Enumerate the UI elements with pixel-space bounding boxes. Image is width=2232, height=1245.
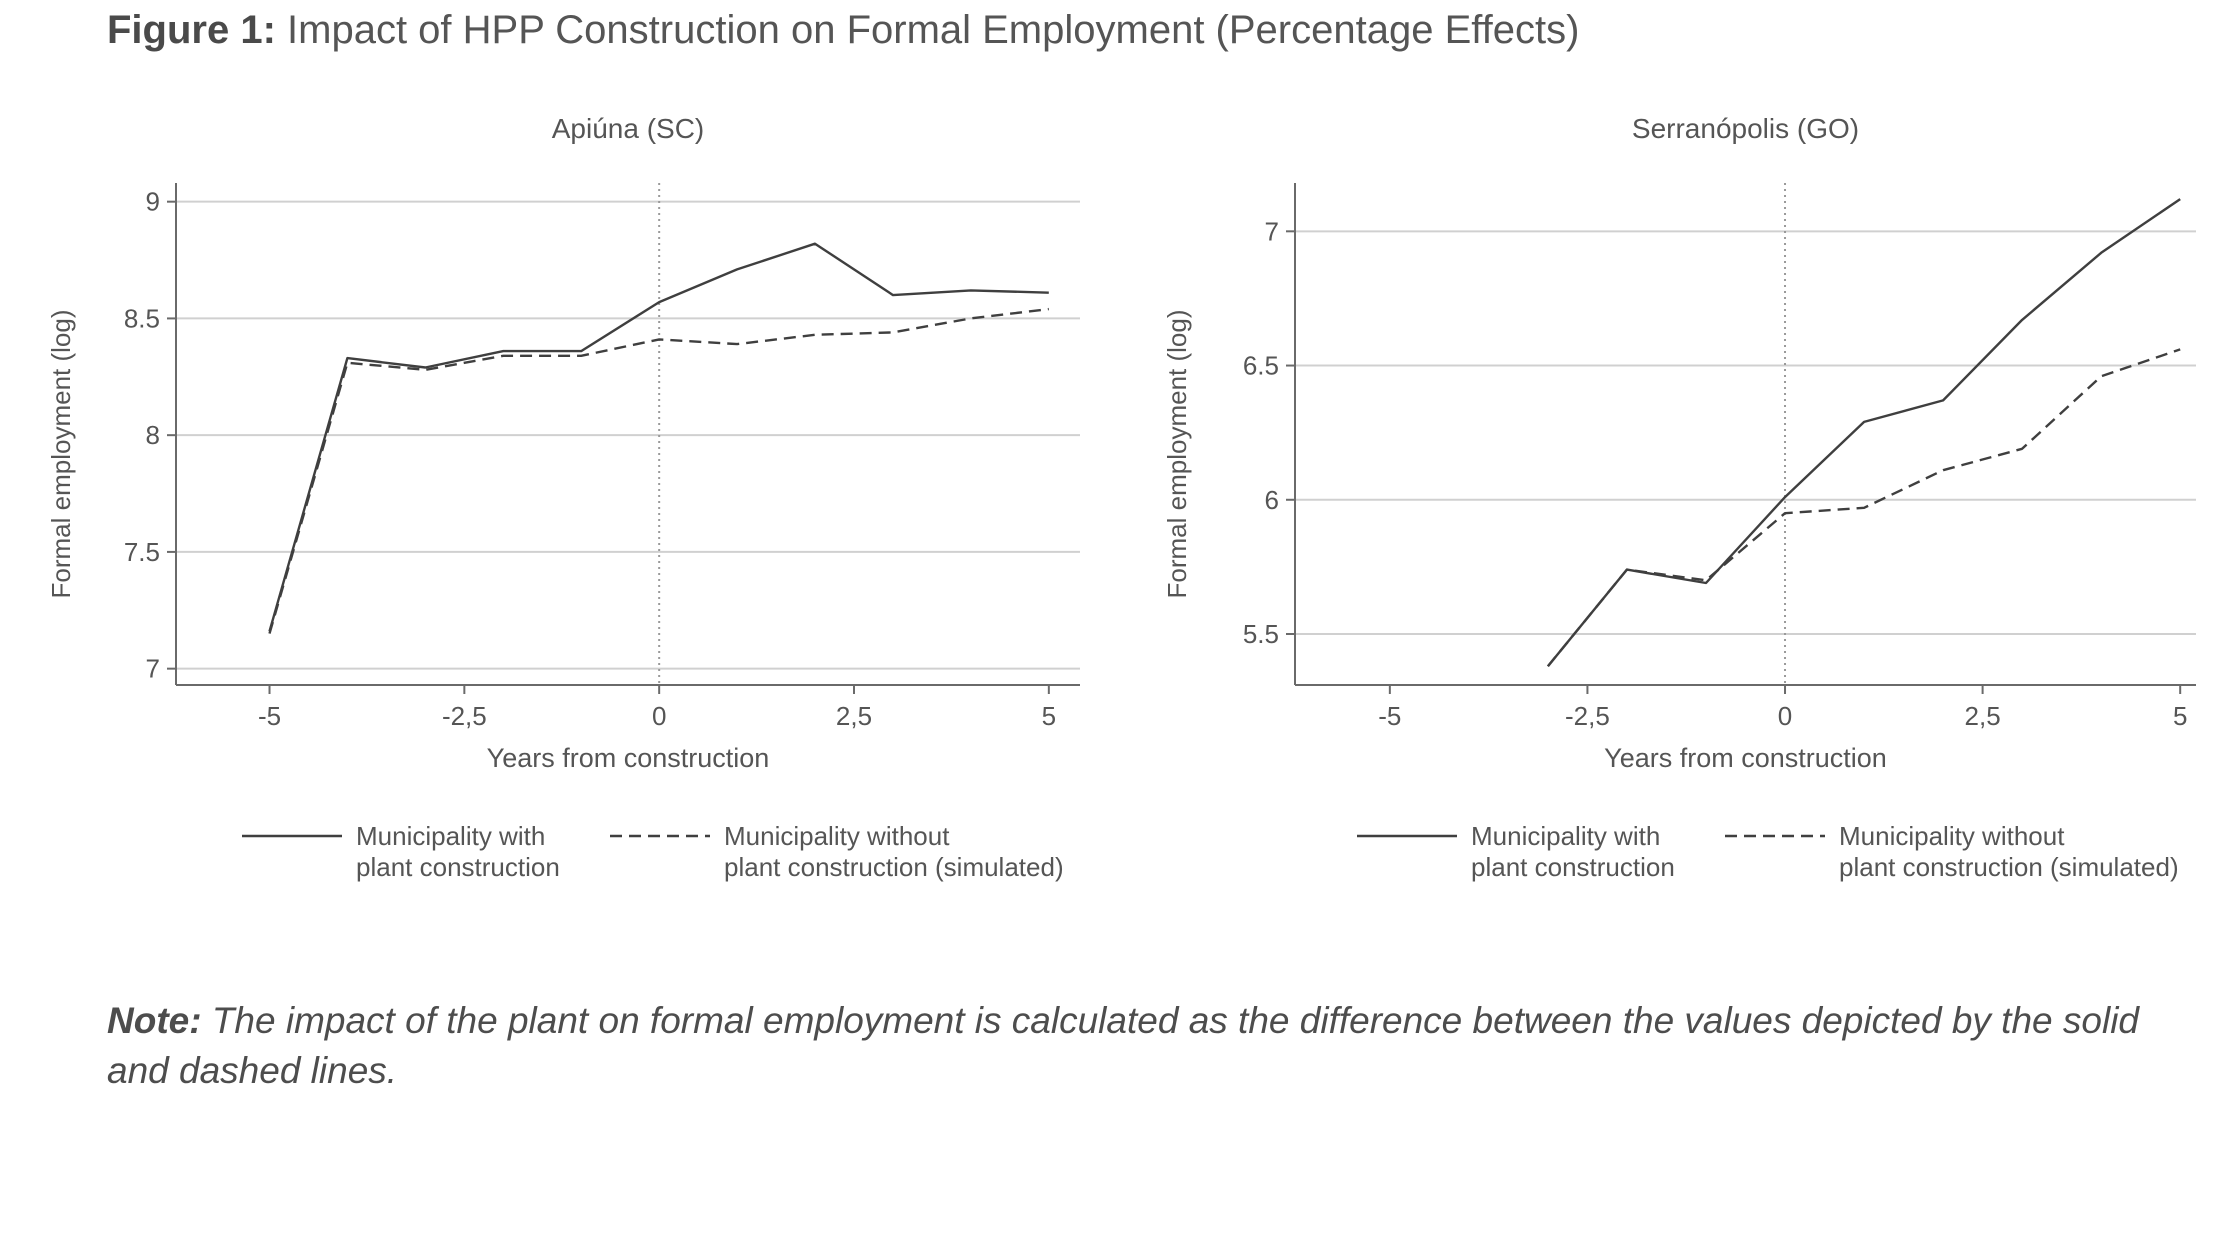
- legend-label: Municipality with: [356, 821, 545, 851]
- y-tick-label: 7: [146, 654, 160, 684]
- subplot-title: Apiúna (SC): [552, 113, 705, 144]
- y-axis-label: Formal employment (log): [1162, 310, 1192, 599]
- figure-title-text: Impact of HPP Construction on Formal Emp…: [287, 8, 1580, 52]
- y-axis-label: Formal employment (log): [46, 310, 76, 599]
- chart-serranopolis: Serranópolis (GO) 5.5 6 6.5 7 -5 -2,5 0 2,5 5 Year…: [1162, 113, 2196, 882]
- x-tick-label: 5: [1042, 701, 1056, 731]
- x-tick-label: 0: [1778, 701, 1792, 731]
- series-line-simulated: [268, 307, 1049, 634]
- figure-note: Note: The impact of the plant on formal …: [107, 996, 2177, 1096]
- legend-label: plant construction (simulated): [1839, 852, 2179, 882]
- chart-panel-apiuna: Apiúna (SC) 7 7.5 8 8.5 9 -5 -2,5 0 2,5 5 Years fro…: [40, 100, 1110, 920]
- series-line-simulated: [1546, 348, 2181, 667]
- figure-title: Figure 1: Impact of HPP Construction on …: [107, 8, 1579, 53]
- note-label: Note:: [107, 1000, 202, 1041]
- legend-label: Municipality without: [1839, 821, 2065, 851]
- legend-label: plant construction (simulated): [724, 852, 1064, 882]
- x-tick-label: -2,5: [442, 701, 487, 731]
- note-text: The impact of the plant on formal employ…: [107, 1000, 2139, 1091]
- subplot-title: Serranópolis (GO): [1632, 113, 1859, 144]
- x-tick-label: -5: [1378, 701, 1401, 731]
- y-tick-label: 9: [146, 187, 160, 217]
- y-tick-label: 6: [1265, 485, 1279, 515]
- legend-label: Municipality with: [1471, 821, 1660, 851]
- x-tick-label: 2,5: [1965, 701, 2001, 731]
- chart-apiuna: Apiúna (SC) 7 7.5 8 8.5 9 -5 -2,5 0 2,5 5 Years fro…: [46, 113, 1080, 882]
- series-line-with-plant: [268, 242, 1049, 632]
- legend-label: plant construction: [1471, 852, 1675, 882]
- x-tick-label: 0: [652, 701, 666, 731]
- series-line-with-plant: [1546, 198, 2181, 667]
- x-tick-label: 5: [2173, 701, 2187, 731]
- y-tick-label: 8.5: [124, 303, 160, 333]
- y-tick-label: 7: [1265, 216, 1279, 246]
- x-axis-label: Years from construction: [1604, 743, 1887, 773]
- x-axis-label: Years from construction: [487, 743, 770, 773]
- legend-label: Municipality without: [724, 821, 950, 851]
- chart-panel-serranopolis: Serranópolis (GO) 5.5 6 6.5 7 -5 -2,5 0 2,5 5 Year…: [1156, 100, 2232, 920]
- y-tick-label: 7.5: [124, 537, 160, 567]
- x-tick-label: -5: [258, 701, 281, 731]
- y-tick-label: 5.5: [1243, 619, 1279, 649]
- legend-label: plant construction: [356, 852, 560, 882]
- y-tick-label: 8: [146, 420, 160, 450]
- x-tick-label: 2,5: [836, 701, 872, 731]
- x-tick-label: -2,5: [1565, 701, 1610, 731]
- figure-label: Figure 1:: [107, 8, 276, 52]
- y-tick-label: 6.5: [1243, 351, 1279, 381]
